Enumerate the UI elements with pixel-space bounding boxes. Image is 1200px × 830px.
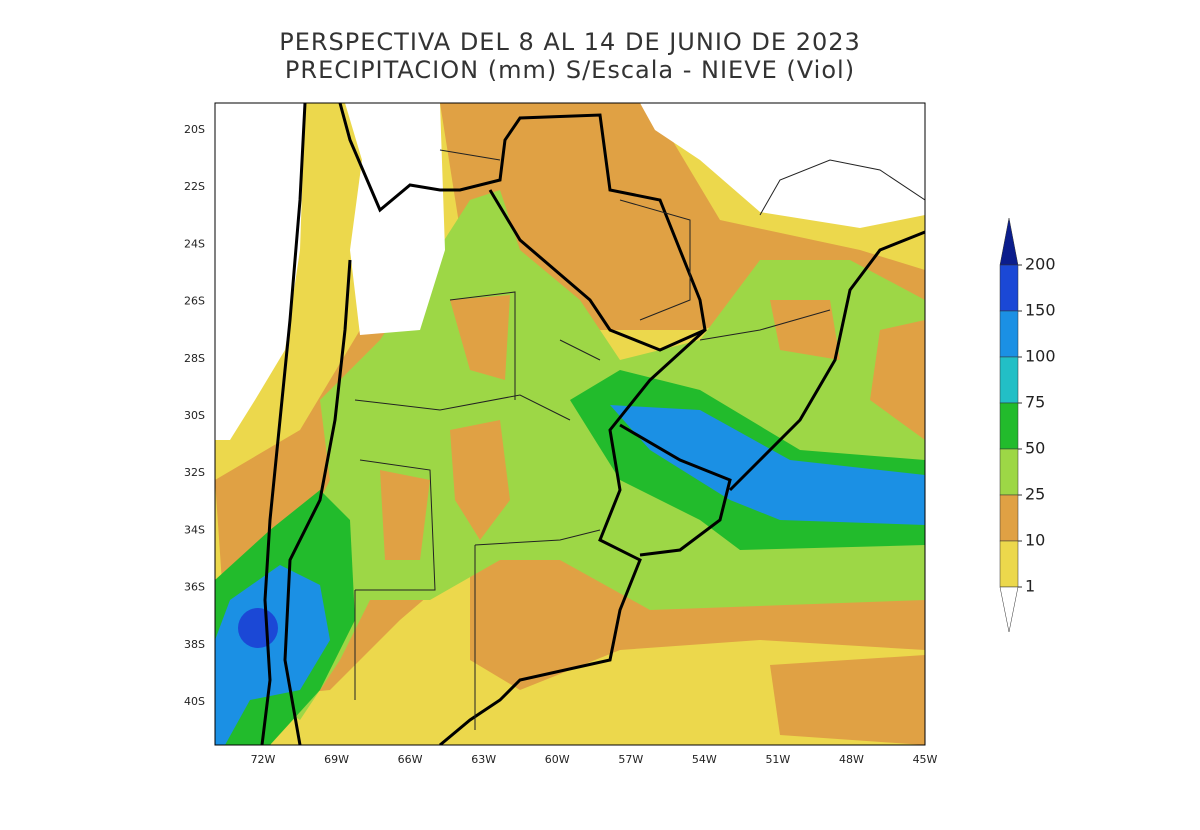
precip-area bbox=[238, 608, 278, 648]
lat-label: 38S bbox=[184, 638, 205, 651]
province-line bbox=[354, 291, 831, 730]
colorbar: 200 150 100 75 50 25 10 1 bbox=[999, 217, 1056, 633]
precip-area bbox=[440, 103, 925, 440]
lon-label: 45W bbox=[913, 753, 938, 766]
lat-label: 30S bbox=[184, 409, 205, 422]
colorbar-label: 75 bbox=[1025, 393, 1045, 412]
colorbar-label: 50 bbox=[1025, 439, 1045, 458]
lat-label: 26S bbox=[184, 295, 205, 308]
colorbar-segment bbox=[999, 540, 1019, 588]
colorbar-label: 10 bbox=[1025, 531, 1045, 550]
border bbox=[619, 423, 732, 557]
lat-label: 34S bbox=[184, 523, 205, 536]
lon-label: 51W bbox=[765, 753, 790, 766]
colorbar-label: 150 bbox=[1025, 301, 1056, 320]
colorbar-segment bbox=[999, 356, 1019, 404]
border bbox=[338, 103, 707, 352]
colorbar-segment bbox=[999, 264, 1019, 312]
colorbar-segment bbox=[999, 448, 1019, 496]
lat-label: 20S bbox=[184, 123, 205, 136]
no-data-area bbox=[345, 103, 445, 335]
lon-label: 57W bbox=[618, 753, 643, 766]
lon-label: 69W bbox=[324, 753, 349, 766]
title-line: PERSPECTIVA DEL 8 AL 14 DE JUNIO DE 2023 bbox=[279, 28, 861, 56]
lat-label: 24S bbox=[184, 237, 205, 250]
colorbar-label: 100 bbox=[1025, 347, 1056, 366]
border bbox=[283, 259, 352, 745]
lat-label: 40S bbox=[184, 695, 205, 708]
precip-area bbox=[270, 190, 925, 720]
lat-label: 22S bbox=[184, 180, 205, 193]
colorbar-segment bbox=[999, 310, 1019, 358]
lon-label: 63W bbox=[471, 753, 496, 766]
colorbar-label: 25 bbox=[1025, 485, 1045, 504]
border bbox=[260, 103, 307, 745]
colorbar-label: 1 bbox=[1025, 577, 1035, 596]
colorbar-cap bbox=[999, 217, 1019, 266]
map-frame bbox=[214, 102, 926, 746]
colorbar-segment bbox=[999, 402, 1019, 450]
lat-label: 36S bbox=[184, 581, 205, 594]
lat-label: 32S bbox=[184, 466, 205, 479]
precip-area bbox=[380, 295, 840, 560]
precip-area bbox=[470, 540, 925, 690]
province-line bbox=[439, 149, 925, 321]
colorbar-cap bbox=[999, 586, 1019, 633]
lon-label: 48W bbox=[839, 753, 864, 766]
lon-label: 54W bbox=[692, 753, 717, 766]
no-data-area bbox=[215, 103, 305, 440]
precip-area bbox=[610, 405, 925, 525]
border bbox=[439, 328, 707, 745]
title-line: PRECIPITACION (mm) S/Escala - NIEVE (Vio… bbox=[285, 56, 855, 84]
no-data-area bbox=[640, 103, 925, 228]
lon-label: 66W bbox=[398, 753, 423, 766]
lon-label: 60W bbox=[545, 753, 570, 766]
lon-label: 72W bbox=[251, 753, 276, 766]
lat-label: 28S bbox=[184, 352, 205, 365]
colorbar-segment bbox=[999, 494, 1019, 542]
precip-area bbox=[770, 655, 925, 745]
map bbox=[214, 102, 926, 746]
precip-area bbox=[215, 565, 330, 745]
border bbox=[728, 230, 925, 492]
colorbar-label: 200 bbox=[1025, 255, 1056, 274]
